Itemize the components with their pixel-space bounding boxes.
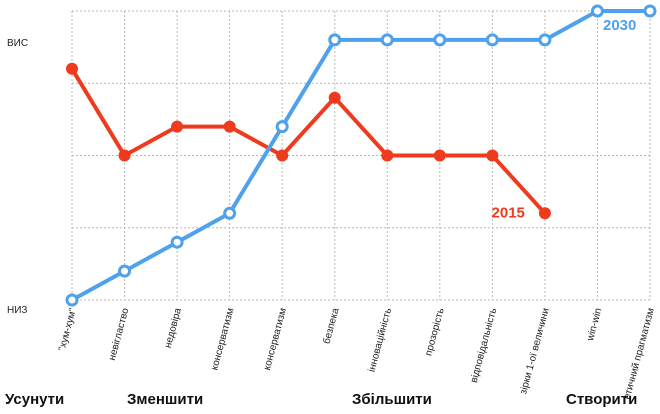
- data-point-2030: [380, 33, 394, 47]
- data-point-2030: [643, 4, 657, 18]
- data-point-2015: [433, 149, 446, 162]
- data-point-2030: [590, 4, 604, 18]
- x-axis-tick-labels: "хум-хум" невігластво недовіра консерватизм…: [57, 306, 657, 400]
- x-tick-label: зірки 1-ої величини: [518, 307, 552, 396]
- data-point-2030: [118, 264, 132, 278]
- x-tick-label: відповідальність: [469, 307, 500, 384]
- data-point-2015: [66, 62, 78, 75]
- y-axis-high-label: ВИС: [7, 38, 28, 49]
- data-point-2015: [486, 149, 499, 162]
- y-axis-low-label: НИЗ: [7, 305, 27, 316]
- data-point-2030: [538, 33, 552, 47]
- series-line-2030: [70, 9, 652, 302]
- x-tick-label: недовіра: [163, 307, 184, 350]
- group-label: Збільшити: [352, 391, 432, 408]
- data-point-2015: [223, 120, 236, 133]
- group-label: Створити: [566, 391, 637, 408]
- data-point-2015: [328, 91, 341, 104]
- x-tick-label: консерватизм: [262, 307, 289, 372]
- x-tick-label: інноваційність: [367, 307, 395, 373]
- data-point-2030: [275, 120, 289, 134]
- data-point-2030: [485, 33, 499, 47]
- data-point-2030: [170, 235, 184, 249]
- x-tick-label: безпека: [321, 306, 342, 345]
- data-point-2030: [223, 206, 237, 220]
- series-layer: 2015 2030: [65, 4, 657, 307]
- series-label-2030: 2030: [603, 17, 636, 34]
- group-label: Зменшити: [127, 391, 203, 408]
- x-tick-label: етичний прагматизм: [622, 307, 657, 401]
- series-2030: 2030: [65, 4, 657, 307]
- grid: [71, 10, 651, 301]
- data-point-2015: [381, 149, 394, 162]
- x-tick-label: win-win: [585, 307, 605, 343]
- data-point-2015: [171, 120, 184, 133]
- data-point-2015: [538, 207, 551, 220]
- category-group-labels: Усунути Зменшити Збільшити Створити: [5, 391, 637, 408]
- x-tick-label: невігластво: [107, 307, 132, 362]
- x-tick-label: консерватизм: [209, 307, 236, 372]
- series-2015: 2015: [66, 62, 551, 221]
- data-point-2030: [433, 33, 447, 47]
- group-label: Усунути: [5, 391, 64, 408]
- x-tick-label: прозорість: [423, 307, 446, 357]
- data-point-2030: [328, 33, 342, 47]
- series-label-2015: 2015: [492, 204, 525, 221]
- data-point-2030: [65, 293, 79, 307]
- axis-labels: ВИС НИЗ: [7, 38, 28, 316]
- data-point-2015: [276, 149, 289, 162]
- x-tick-label: "хум-хум": [57, 307, 79, 353]
- series-line-2015: [70, 66, 547, 216]
- data-point-2015: [118, 149, 131, 162]
